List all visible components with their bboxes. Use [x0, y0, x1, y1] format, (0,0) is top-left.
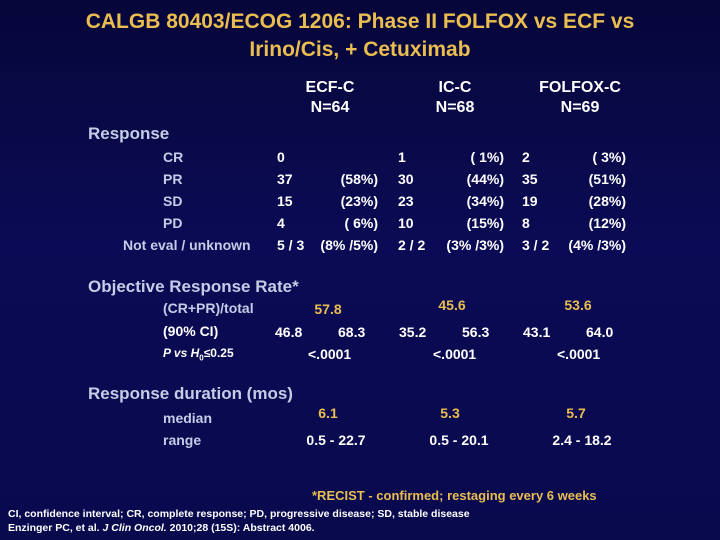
- row-label: CR: [163, 149, 184, 165]
- folfox-pct: ( 3%): [592, 149, 626, 165]
- slide-title-line1: CALGB 80403/ECOG 1206: Phase II FOLFOX v…: [85, 10, 635, 33]
- folfox-pct: (28%): [588, 193, 626, 209]
- duration-median-label: median: [163, 410, 213, 426]
- p-value-label: P vs H0≤0.25: [163, 346, 234, 362]
- orr-total-label: (CR+PR)/total: [163, 300, 254, 316]
- ecf-count: 4: [277, 215, 285, 231]
- ic-count: 23: [398, 193, 414, 209]
- ecf-p-value: <.0001: [308, 346, 352, 362]
- folfox-orr-rate: 53.6: [564, 297, 592, 313]
- ic-pct: ( 1%): [470, 149, 504, 165]
- ecf-pct: ( 6%): [344, 215, 378, 231]
- arm-n: N=69: [560, 99, 600, 116]
- orr-heading: Objective Response Rate*: [88, 277, 299, 296]
- ecf-count: 37: [277, 171, 293, 187]
- ic-count: 2 / 2: [398, 237, 426, 253]
- p-label-sub: 0: [199, 353, 204, 363]
- ecf-count: 5 / 3: [277, 237, 305, 253]
- duration-range-label: range: [163, 432, 202, 448]
- abbreviations: CI, confidence interval; CR, complete re…: [8, 508, 470, 520]
- folfox-median: 5.7: [566, 405, 586, 421]
- ecf-orr-rate: 57.8: [314, 301, 342, 317]
- recist-footnote: *RECIST - confirmed; restaging every 6 w…: [312, 488, 597, 503]
- ic-median: 5.3: [440, 405, 460, 421]
- ecf-median: 6.1: [318, 405, 338, 421]
- ic-ci-high: 56.3: [462, 324, 490, 340]
- ic-range: 0.5 - 20.1: [429, 432, 489, 448]
- response-heading: Response: [88, 124, 170, 143]
- folfox-count: 2: [522, 149, 530, 165]
- ic-count: 1: [398, 149, 406, 165]
- ic-pct: (34%): [466, 193, 504, 209]
- ecf-range: 0.5 - 22.7: [306, 432, 366, 448]
- folfox-ci-low: 43.1: [523, 324, 551, 340]
- arm-name: ECF-C: [305, 79, 355, 96]
- ecf-ci-low: 46.8: [275, 324, 303, 340]
- slide-title-line2: Irino/Cis, + Cetuximab: [249, 38, 471, 61]
- arm-name: FOLFOX-C: [539, 79, 621, 96]
- p-label: P vs H: [163, 346, 200, 360]
- folfox-range: 2.4 - 18.2: [552, 432, 612, 448]
- citation-details: 2010;28 (15S): Abstract 4006.: [166, 522, 315, 534]
- folfox-pct: (12%): [588, 215, 626, 231]
- row-label: Not eval / unknown: [123, 237, 251, 253]
- ic-p-value: <.0001: [433, 346, 477, 362]
- ic-ci-low: 35.2: [399, 324, 427, 340]
- ecf-pct: (58%): [340, 171, 378, 187]
- ecf-pct: (23%): [340, 193, 378, 209]
- ic-count: 10: [398, 215, 414, 231]
- row-label: PR: [163, 171, 183, 187]
- orr-ci-label: (90% CI): [163, 323, 219, 339]
- arm-n: N=64: [310, 99, 350, 116]
- citation-journal: J Clin Oncol.: [102, 522, 167, 534]
- folfox-p-value: <.0001: [557, 346, 601, 362]
- arm-n: N=68: [435, 99, 475, 116]
- citation-authors: Enzinger PC, et al.: [8, 522, 103, 534]
- ic-pct: (3% /3%): [446, 237, 504, 253]
- row-label: PD: [163, 215, 183, 231]
- p-label-suffix: ≤0.25: [203, 346, 234, 360]
- ic-orr-rate: 45.6: [438, 297, 466, 313]
- ecf-ci-high: 68.3: [338, 324, 366, 340]
- ecf-count: 15: [277, 193, 293, 209]
- ecf-count: 0: [277, 149, 285, 165]
- arm-name: IC-C: [438, 79, 472, 96]
- row-label: SD: [163, 193, 183, 209]
- citation: Enzinger PC, et al. J Clin Oncol. 2010;2…: [8, 522, 315, 534]
- duration-heading: Response duration (mos): [88, 384, 293, 403]
- folfox-ci-high: 64.0: [586, 324, 614, 340]
- ic-pct: (15%): [466, 215, 504, 231]
- folfox-pct: (51%): [588, 171, 626, 187]
- folfox-count: 3 / 2: [522, 237, 550, 253]
- folfox-pct: (4% /3%): [568, 237, 626, 253]
- folfox-count: 8: [522, 215, 530, 231]
- ecf-pct: (8% /5%): [320, 237, 378, 253]
- folfox-count: 35: [522, 171, 538, 187]
- ic-count: 30: [398, 171, 414, 187]
- folfox-count: 19: [522, 193, 538, 209]
- ic-pct: (44%): [466, 171, 504, 187]
